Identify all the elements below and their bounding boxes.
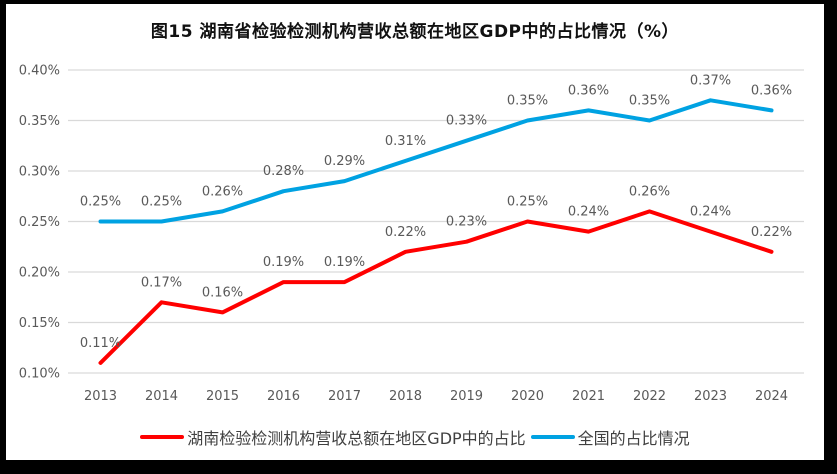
data-label: 0.28% [263, 164, 304, 179]
y-axis-tick-label: 0.25% [19, 215, 60, 230]
x-axis-tick-label: 2013 [84, 389, 117, 404]
data-label: 0.24% [690, 205, 731, 220]
x-axis-tick-label: 2021 [572, 389, 605, 404]
x-axis-tick-label: 2020 [511, 389, 544, 404]
y-axis-tick-label: 0.40% [19, 64, 60, 79]
data-label: 0.16% [202, 285, 243, 300]
y-axis-tick-label: 0.20% [19, 266, 60, 281]
x-axis-tick-label: 2019 [450, 389, 483, 404]
x-axis-tick-label: 2023 [694, 389, 727, 404]
data-label: 0.36% [568, 83, 609, 98]
data-label: 0.37% [690, 73, 731, 88]
y-axis-tick-label: 0.10% [19, 367, 60, 382]
series-line-0 [98, 209, 774, 365]
legend-line-sample-hunan [140, 435, 185, 439]
chart-plot: 0.10% 0.15% 0.20% 0.25% 0.30% 0.35% 0.40% 2013 2… [19, 64, 804, 404]
x-axis-tick-label: 2016 [267, 389, 300, 404]
legend-item-national: 全国的占比情况 [530, 425, 690, 449]
data-label: 0.19% [263, 255, 304, 270]
chart-canvas: 0.10% 0.15% 0.20% 0.25% 0.30% 0.35% 0.40% 2013 2… [6, 4, 824, 460]
legend-item-hunan: 湖南检验检测机构营收总额在地区GDP中的占比 [140, 425, 526, 449]
data-label: 0.22% [385, 225, 426, 240]
data-label: 0.11% [80, 336, 121, 351]
chart-legend: 湖南检验检测机构营收总额在地区GDP中的占比 全国的占比情况 [6, 425, 824, 449]
series-line-1 [98, 98, 774, 224]
data-label: 0.33% [446, 114, 487, 129]
data-label: 0.26% [202, 184, 243, 199]
y-axis-tick-label: 0.30% [19, 165, 60, 180]
data-label: 0.25% [80, 195, 121, 210]
x-axis-tick-label: 2015 [206, 389, 239, 404]
legend-label-hunan: 湖南检验检测机构营收总额在地区GDP中的占比 [187, 429, 526, 448]
legend-line-sample-national [530, 435, 575, 439]
data-label: 0.36% [751, 83, 792, 98]
data-label: 0.25% [507, 195, 548, 210]
data-label: 0.19% [324, 255, 365, 270]
x-axis-tick-label: 2024 [755, 389, 788, 404]
data-label: 0.23% [446, 215, 487, 230]
x-axis-tick-label: 2018 [389, 389, 422, 404]
legend-label-national: 全国的占比情况 [577, 429, 690, 448]
data-label: 0.24% [568, 205, 609, 220]
chart-title: 图15 湖南省检验检测机构营收总额在地区GDP中的占比情况（%） [150, 22, 680, 42]
data-label: 0.31% [385, 134, 426, 149]
x-axis-tick-label: 2014 [145, 389, 178, 404]
data-label: 0.29% [324, 154, 365, 169]
x-axis-tick-label: 2022 [633, 389, 666, 404]
data-label: 0.35% [507, 94, 548, 109]
y-axis-tick-label: 0.35% [19, 114, 60, 129]
data-label: 0.26% [629, 184, 670, 199]
data-label: 0.22% [751, 225, 792, 240]
x-axis-tick-label: 2017 [328, 389, 361, 404]
data-label: 0.17% [141, 275, 182, 290]
data-label: 0.35% [629, 94, 670, 109]
data-label: 0.25% [141, 195, 182, 210]
y-axis-tick-label: 0.15% [19, 316, 60, 331]
